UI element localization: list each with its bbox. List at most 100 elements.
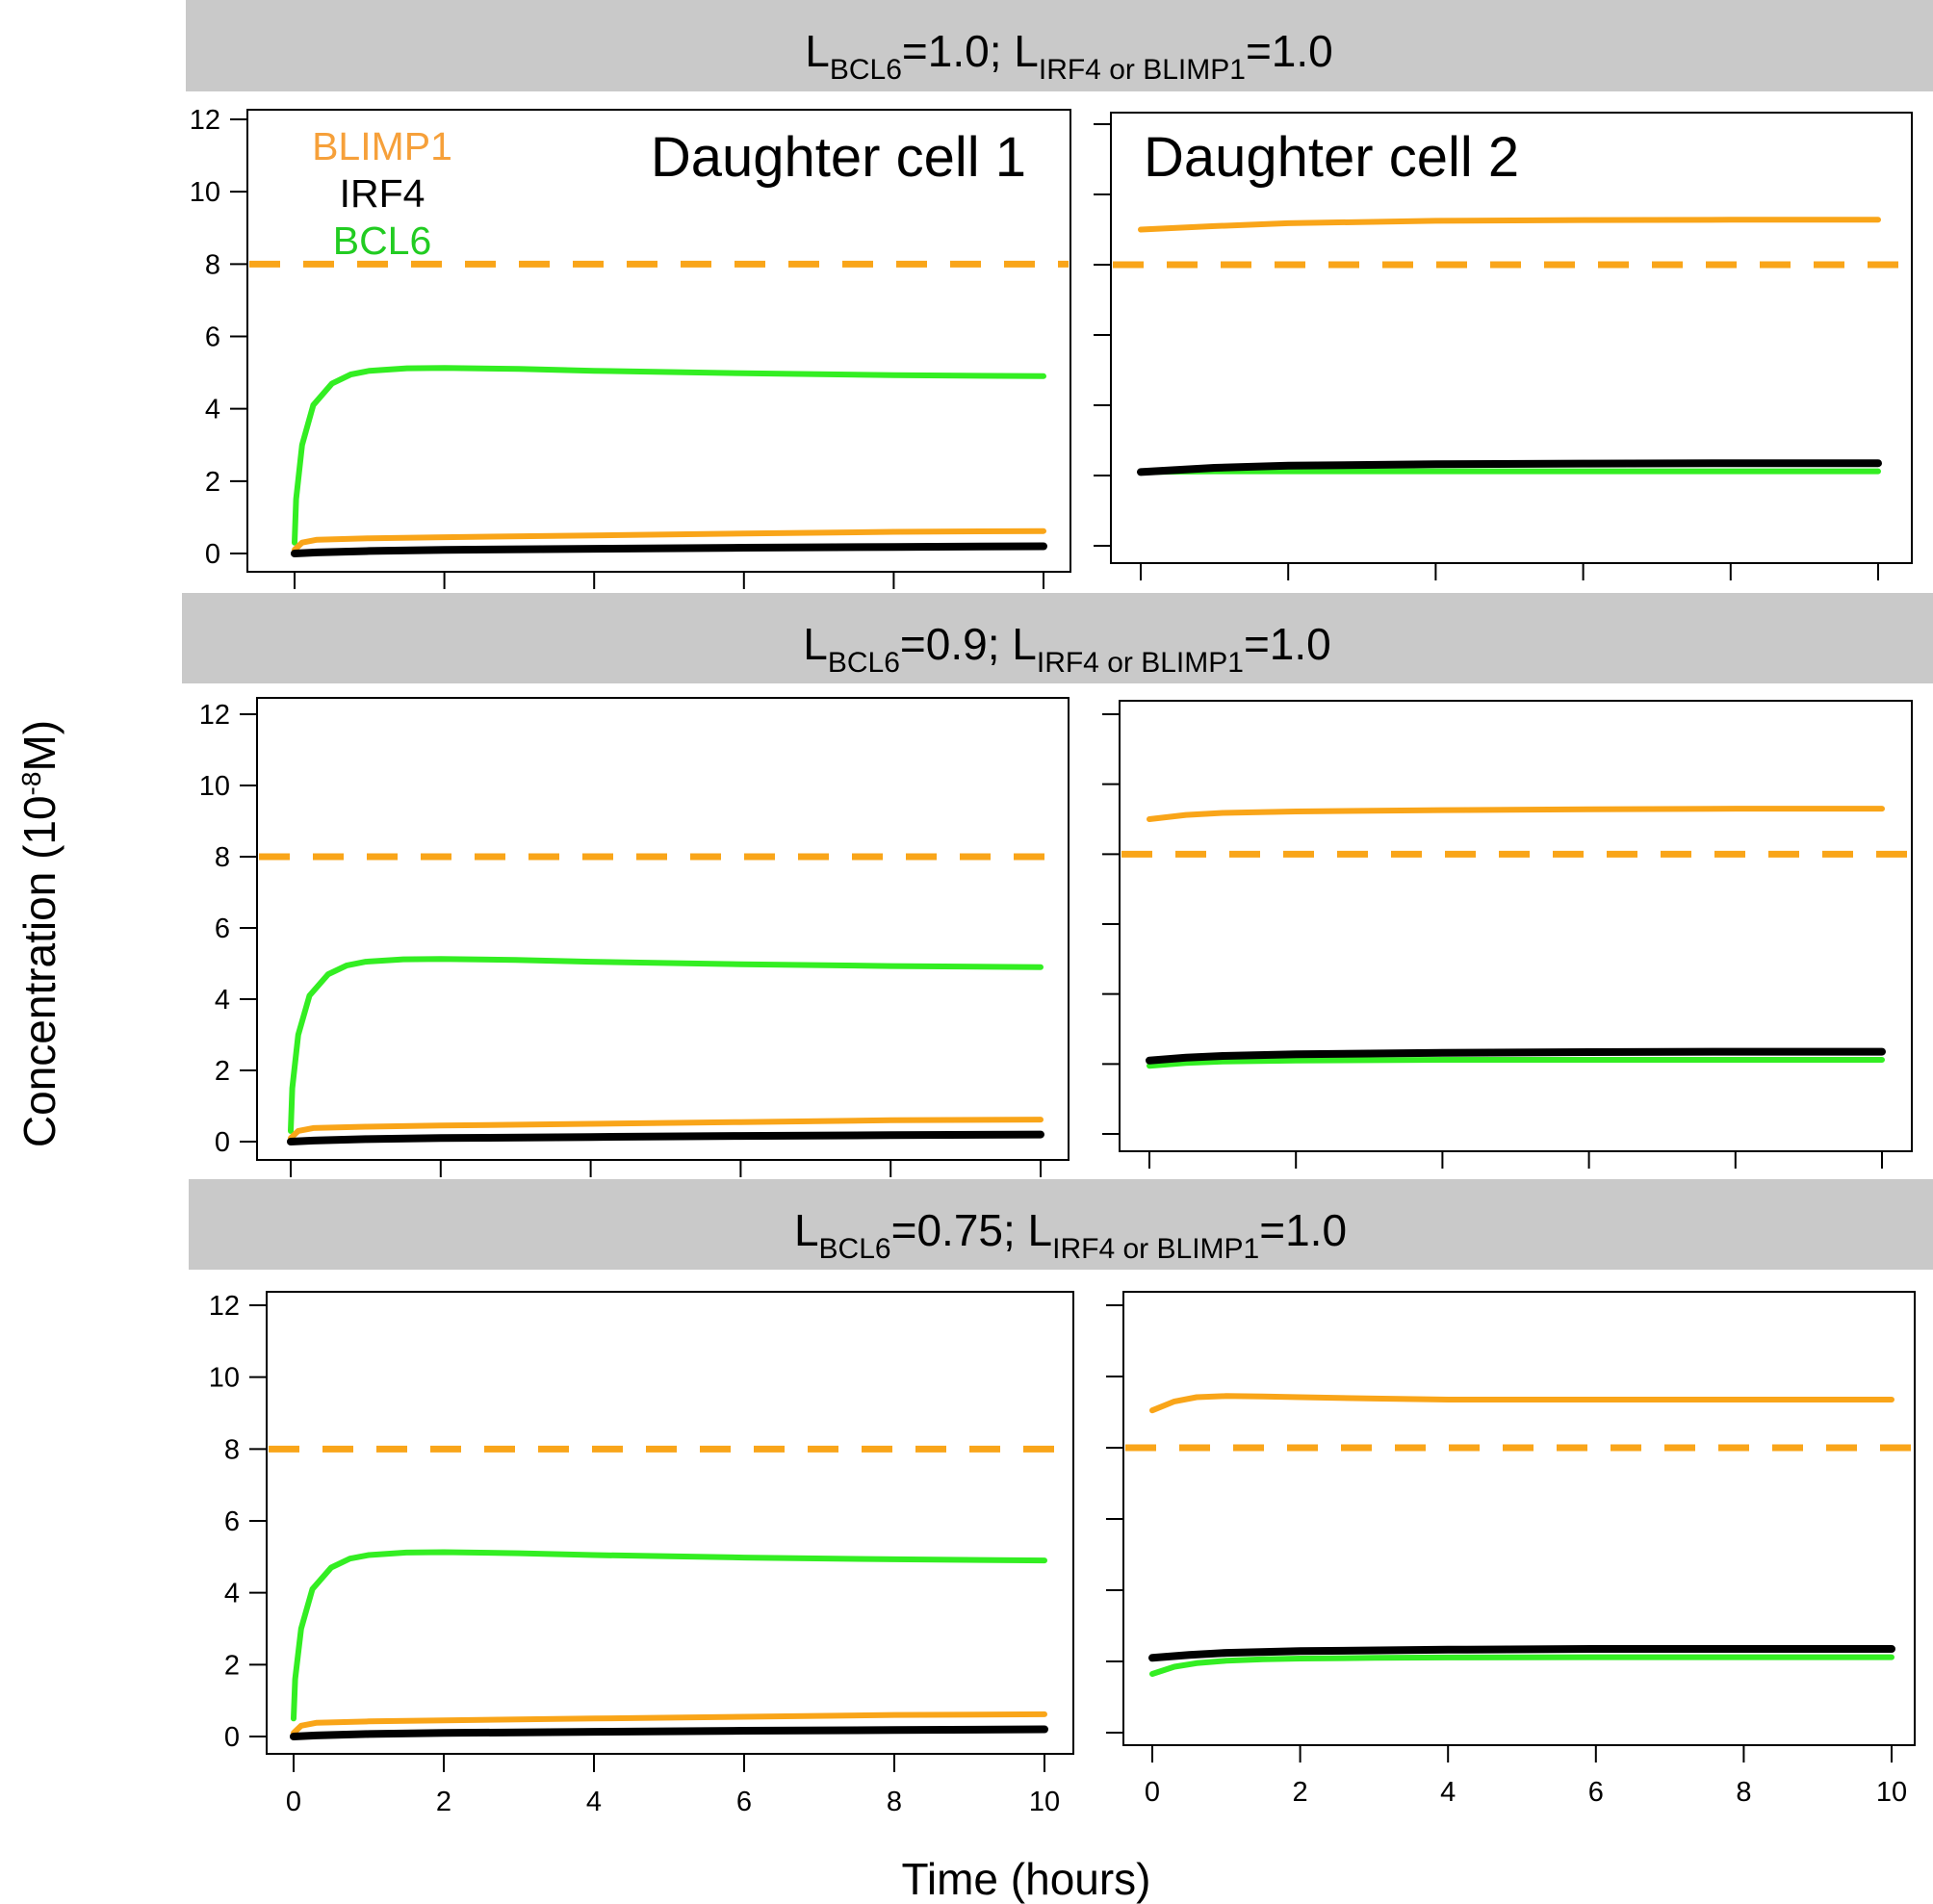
- x-tick-label: 6: [1588, 1777, 1604, 1808]
- series-blimp1: [291, 1711, 1047, 1737]
- series-blimp1: [1149, 1393, 1894, 1414]
- banner-part-v1: =0.9;: [900, 619, 1012, 669]
- y-tick-label: 4: [224, 1579, 240, 1609]
- x-tick-label: 0: [1145, 1777, 1160, 1808]
- y-tick-label: 12: [199, 700, 230, 731]
- x-axis: [1140, 563, 1879, 580]
- banner-part-v2: =1.0: [1244, 619, 1331, 669]
- x-tick-label: 10: [1876, 1777, 1907, 1808]
- panel-row2-cell2: [1102, 700, 1913, 1169]
- y-tick-label: 2: [215, 1056, 230, 1087]
- x-tick-label: 8: [1736, 1777, 1751, 1808]
- series-irf4: [291, 542, 1047, 557]
- series-bcl6: [291, 1549, 1047, 1722]
- daughter-cell-title: Daughter cell 1: [651, 126, 1026, 189]
- y-tick-label: 4: [215, 985, 230, 1016]
- x-axis: [1148, 1151, 1883, 1169]
- banner-part-v2: =1.0: [1246, 26, 1333, 76]
- banner-part-L2: L: [1012, 619, 1037, 669]
- series-bcl6: [292, 365, 1046, 546]
- x-tick-label: 4: [586, 1787, 602, 1817]
- series-irf4: [1148, 1645, 1895, 1662]
- series-blimp1: [1147, 806, 1885, 822]
- plot-frame: [266, 1291, 1074, 1755]
- y-axis: 0 2 4 6 8 10 12: [190, 105, 247, 570]
- banner-part-L2: L: [1028, 1205, 1053, 1255]
- legend-blimp1: BLIMP1: [312, 124, 452, 168]
- y-tick-label: 6: [215, 913, 230, 944]
- x-axis-title: Time (hours): [902, 1854, 1151, 1904]
- series-blimp1: [1138, 217, 1881, 233]
- x-axis: [290, 1160, 1042, 1177]
- y-axis: 0 2 4 6 8 10 12: [209, 1291, 267, 1753]
- x-tick-label: 6: [736, 1787, 752, 1817]
- y-tick-label: 0: [215, 1127, 230, 1158]
- banner-part-L2: L: [1014, 26, 1039, 76]
- y-tick-label: 10: [190, 177, 220, 208]
- x-tick-label: 2: [1293, 1777, 1308, 1808]
- panel-row3-cell2: 0 2 4 6 8 10: [1106, 1291, 1916, 1808]
- panel-row3-cell1: 0 2 4 6 8 10 12 0 2 4 6 8 10: [209, 1291, 1074, 1817]
- daughter-cell-title: Daughter cell 2: [1144, 126, 1519, 189]
- y-axis-title-suffix: M): [14, 720, 64, 772]
- series-irf4: [290, 1725, 1048, 1740]
- plot-frame: [256, 697, 1070, 1161]
- banner-title: LBCL6=0.75; LIRF4 or BLIMP1=1.0: [794, 1205, 1347, 1265]
- series-bcl6: [1147, 1057, 1885, 1069]
- x-tick-label: 2: [436, 1787, 451, 1817]
- x-tick-label: 4: [1440, 1777, 1456, 1808]
- x-axis: 0 2 4 6 8 10: [286, 1755, 1060, 1817]
- series-blimp1: [292, 527, 1046, 553]
- y-axis: [1106, 1304, 1123, 1734]
- x-tick-label: 8: [887, 1787, 902, 1817]
- y-tick-label: 2: [224, 1650, 240, 1681]
- banner-part-s1: BCL6: [830, 54, 902, 86]
- series-irf4: [1146, 1047, 1886, 1065]
- banner-title: LBCL6=0.9; LIRF4 or BLIMP1=1.0: [803, 619, 1331, 679]
- y-tick-label: 2: [205, 467, 220, 498]
- y-tick-label: 10: [199, 771, 230, 802]
- banner-background: [189, 1179, 1933, 1270]
- banner-part-s1: BCL6: [819, 1233, 891, 1265]
- y-tick-label: 6: [224, 1506, 240, 1537]
- banner-part-s2: IRF4 or BLIMP1: [1039, 54, 1246, 86]
- banner-part-L1: L: [794, 1205, 819, 1255]
- banner-part-L1: L: [805, 26, 830, 76]
- y-tick-label: 12: [209, 1291, 240, 1322]
- y-tick-label: 8: [215, 842, 230, 873]
- banner-background: [182, 593, 1933, 683]
- legend-irf4: IRF4: [340, 171, 425, 216]
- y-tick-label: 8: [224, 1434, 240, 1465]
- x-tick-label: 10: [1029, 1787, 1060, 1817]
- y-tick-label: 10: [209, 1363, 240, 1394]
- banner-part-v2: =1.0: [1259, 1205, 1347, 1255]
- plot-frame: [1110, 112, 1913, 564]
- y-tick-label: 0: [224, 1722, 240, 1753]
- y-axis-title-main: Concentration (10: [14, 795, 64, 1147]
- banner-row-2: LBCL6=0.9; LIRF4 or BLIMP1=1.0: [182, 593, 1933, 683]
- plot-frame: [1122, 1291, 1916, 1746]
- series-bcl6: [288, 956, 1044, 1134]
- series-bcl6: [1149, 1654, 1894, 1677]
- banner-row-1: LBCL6=1.0; LIRF4 or BLIMP1=1.0: [186, 0, 1933, 91]
- banner-title: LBCL6=1.0; LIRF4 or BLIMP1=1.0: [805, 26, 1333, 86]
- y-axis-title: Concentration (10-8M): [14, 720, 64, 1147]
- banner-part-s2: IRF4 or BLIMP1: [1052, 1233, 1259, 1265]
- plot-frame: [246, 109, 1071, 573]
- banners: LBCL6=1.0; LIRF4 or BLIMP1=1.0LBCL6=0.9;…: [182, 0, 1933, 1270]
- banner-part-L1: L: [803, 619, 828, 669]
- banner-part-s2: IRF4 or BLIMP1: [1037, 647, 1244, 679]
- banner-part-v1: =1.0;: [902, 26, 1014, 76]
- y-axis-title-exponent: -8: [16, 772, 46, 796]
- y-axis: 0 2 4 6 8 10 12: [199, 700, 257, 1158]
- series-irf4: [1137, 459, 1882, 476]
- y-tick-label: 8: [205, 249, 220, 280]
- series-blimp1: [288, 1117, 1044, 1142]
- legend-bcl6: BCL6: [333, 219, 432, 263]
- y-axis: [1094, 123, 1111, 547]
- plot-frame: [1119, 700, 1913, 1152]
- series-bcl6: [1138, 468, 1881, 476]
